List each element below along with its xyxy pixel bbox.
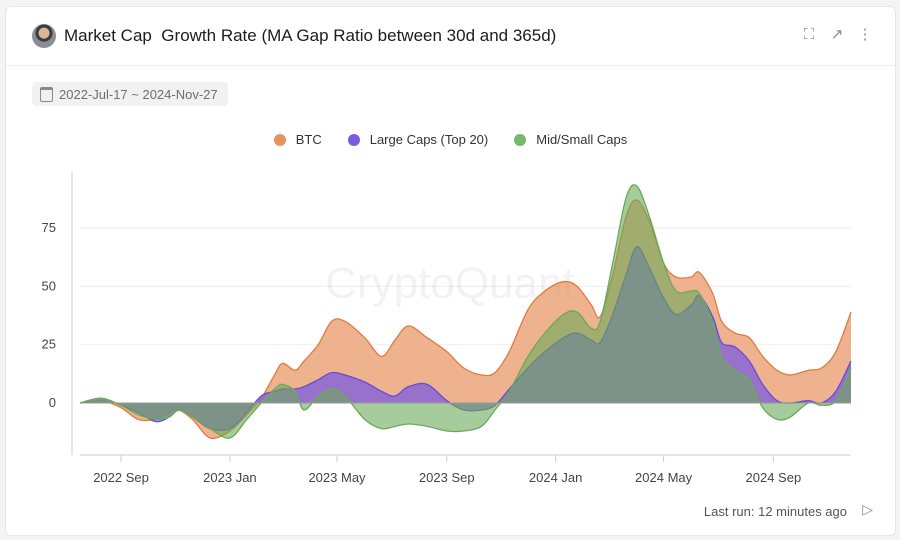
legend-item-mid-small-caps[interactable]: Mid/Small Caps [514, 132, 627, 147]
last-run-text: Last run: 12 minutes ago [703, 504, 847, 519]
fullscreen-icon[interactable]: ⛶ [803, 26, 815, 43]
legend-item-btc[interactable]: BTC [273, 132, 322, 147]
chart-card: Market Cap Growth Rate (MA Gap Ratio bet… [5, 6, 896, 536]
x-tick-label: 2023 Sep [419, 470, 475, 485]
date-range-picker[interactable]: 2022-Jul-17 ~ 2024-Nov-27 [32, 82, 228, 106]
legend-item-large-caps[interactable]: Large Caps (Top 20) [347, 132, 489, 147]
legend-label: BTC [295, 132, 322, 147]
more-vertical-icon[interactable]: ⋮ [857, 26, 873, 43]
x-tick-label: 2024 Jan [529, 470, 583, 485]
x-tick-label: 2024 May [635, 470, 693, 485]
line-mid-small-caps [79, 184, 852, 439]
external-link-icon[interactable]: ↗ [830, 26, 844, 43]
date-range-text: 2022-Jul-17 ~ 2024-Nov-27 [59, 86, 218, 102]
watermark-logo: CryptoQuant [325, 259, 574, 308]
author-avatar[interactable] [32, 24, 56, 48]
legend-label: Mid/Small Caps [536, 132, 628, 147]
run-play-icon[interactable]: ▷ [862, 501, 873, 517]
x-tick-label: 2022 Sep [93, 470, 149, 485]
x-tick-label: 2023 May [308, 470, 366, 485]
legend-swatch [347, 133, 360, 146]
y-tick-label: 75 [42, 220, 56, 235]
x-tick-label: 2024 Sep [746, 470, 802, 485]
chart-legend: BTC Large Caps (Top 20) Mid/Small Caps [6, 132, 895, 147]
legend-swatch [514, 133, 527, 146]
card-header: Market Cap Growth Rate (MA Gap Ratio bet… [6, 7, 895, 66]
legend-label: Large Caps (Top 20) [369, 132, 489, 147]
chart-title: Market Cap Growth Rate (MA Gap Ratio bet… [64, 26, 557, 45]
calendar-icon [40, 86, 53, 102]
x-tick-label: 2023 Jan [203, 470, 257, 485]
y-tick-label: 25 [42, 337, 56, 352]
y-tick-label: 50 [42, 278, 56, 293]
legend-swatch [273, 133, 286, 146]
y-tick-label: 0 [49, 395, 56, 410]
